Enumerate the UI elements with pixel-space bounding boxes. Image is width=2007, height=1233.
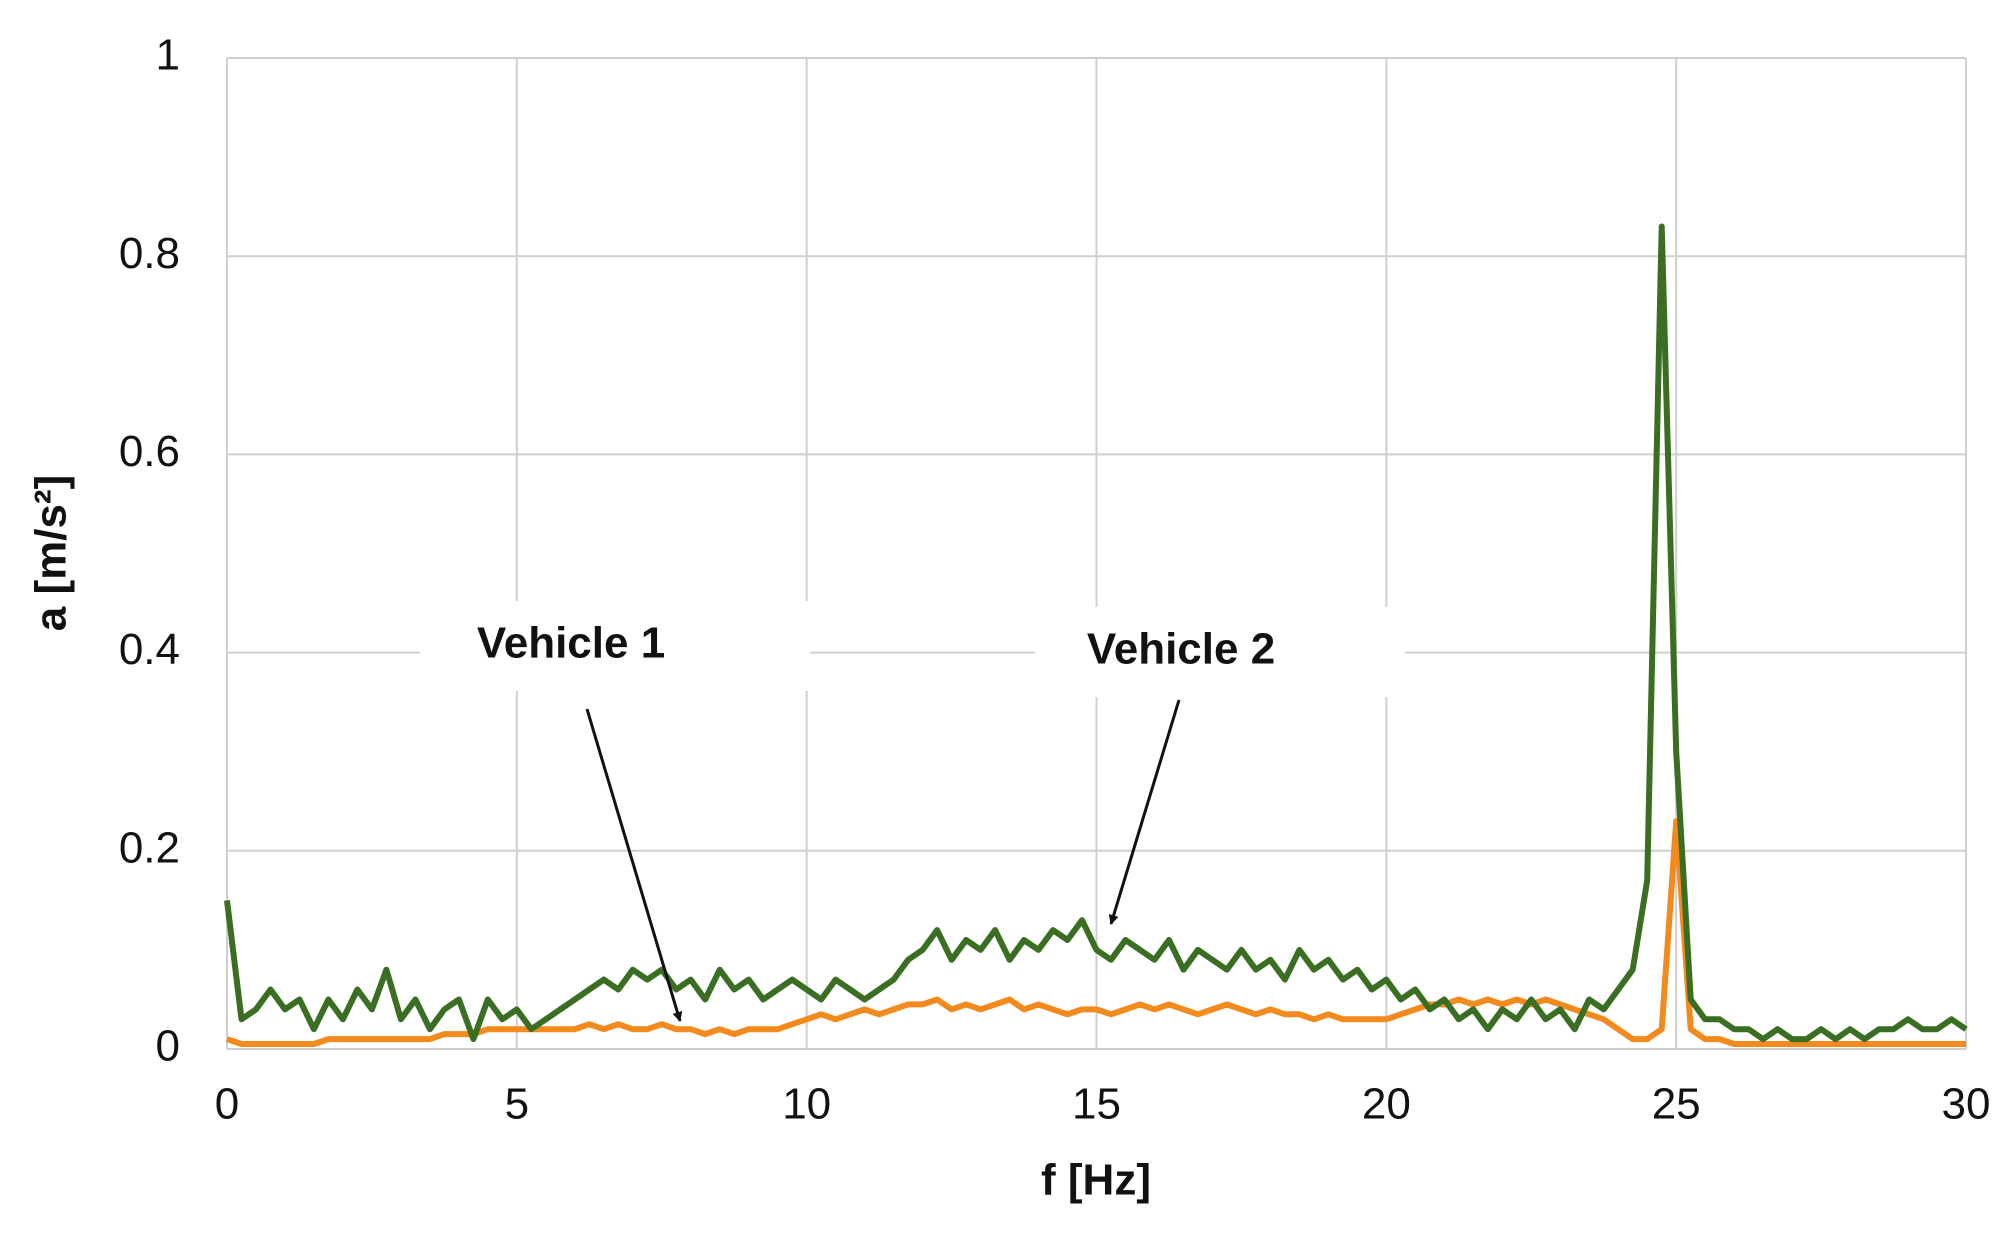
arrow (1108, 699, 1181, 925)
plot (224, 223, 1968, 1047)
x-tick-label: 5 (505, 1080, 529, 1129)
x-tick-label: 15 (1072, 1080, 1121, 1129)
label-background (1035, 607, 1405, 697)
y-tick-label: 0.2 (119, 823, 180, 872)
y-tick-label: 1 (156, 31, 180, 80)
y-tick-label: 0.8 (119, 229, 180, 278)
series-label: Vehicle 1 (477, 619, 665, 668)
y-tick-label: 0.4 (119, 625, 180, 674)
series-line (224, 223, 1968, 1043)
series-label: Vehicle 2 (1087, 625, 1275, 674)
x-tick-label: 0 (215, 1080, 239, 1129)
grid: 00.20.40.60.810 5 10 15 20 25 30 (119, 31, 1991, 1129)
x-tick-label: 20 (1362, 1080, 1411, 1129)
y-tick-label: 0.6 (119, 427, 180, 476)
label-background (420, 601, 810, 691)
x-tick-label: 10 (782, 1080, 831, 1129)
x-axis-title: f [Hz] (1041, 1156, 1151, 1205)
y-axis-title: a [m/s²] (27, 475, 76, 631)
arrow (585, 708, 683, 1022)
y-tick-label: 0 (156, 1022, 180, 1071)
series-line (226, 818, 1966, 1047)
x-tick-label: 30 (1942, 1080, 1991, 1129)
annotations: Vehicle 1 Vehicle 2 (420, 601, 1405, 1022)
x-tick-label: 25 (1652, 1080, 1701, 1129)
